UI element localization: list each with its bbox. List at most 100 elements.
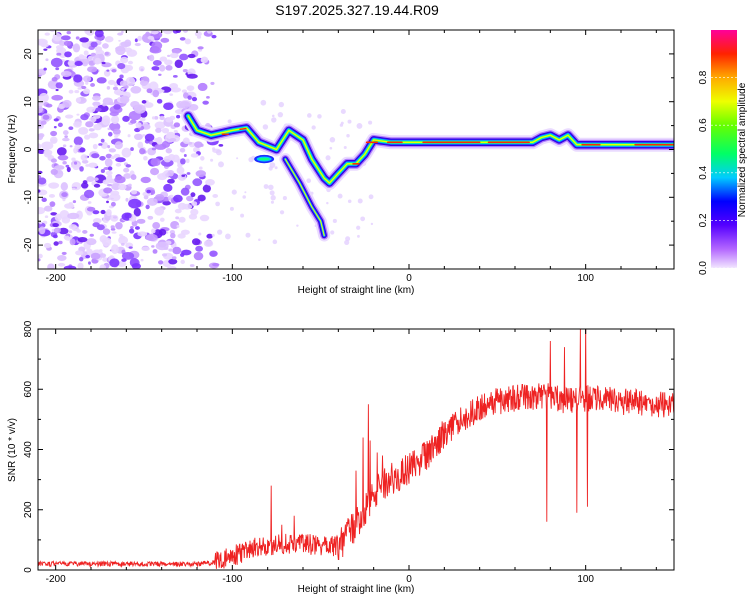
noise-blob	[191, 97, 198, 102]
noise-blob	[218, 144, 224, 147]
noise-blob	[152, 249, 158, 254]
haze-dot	[268, 166, 273, 171]
noise-blob	[77, 236, 88, 243]
x-tick-label: -100	[222, 574, 242, 585]
noise-blob	[194, 31, 202, 37]
noise-blob	[58, 240, 63, 245]
noise-blob	[146, 88, 153, 94]
haze-dot	[271, 117, 277, 123]
noise-blob	[85, 30, 95, 36]
noise-blob	[108, 131, 113, 137]
noise-blob	[71, 157, 76, 162]
secondary-blob	[254, 154, 275, 164]
noise-blob	[198, 232, 202, 236]
noise-blob	[211, 34, 217, 39]
noise-blob	[102, 228, 111, 235]
noise-blob	[190, 153, 199, 158]
noise-blob	[151, 37, 155, 42]
haze-dot	[260, 99, 267, 106]
noise-blob	[102, 43, 109, 49]
noise-blob	[123, 167, 130, 173]
noise-blob	[92, 210, 100, 215]
haze-dot	[218, 161, 224, 168]
noise-blob	[106, 69, 110, 72]
noise-blob	[113, 104, 121, 110]
noise-blob	[159, 115, 165, 121]
haze-dot	[263, 184, 269, 189]
noise-blob	[135, 122, 142, 128]
noise-blob	[171, 49, 181, 55]
noise-blob	[102, 97, 114, 105]
noise-blob	[152, 222, 161, 230]
spectrogram-x-axis: -200 -100 0 100	[46, 30, 657, 284]
noise-blob	[209, 250, 218, 257]
spectrogram-y-axis: -20 -10 0 10 20	[23, 29, 674, 270]
noise-blob	[146, 189, 151, 194]
noise-blob	[210, 81, 215, 85]
haze-dot	[282, 196, 287, 201]
noise-blob	[173, 129, 178, 134]
noise-blob	[118, 183, 127, 191]
noise-blob	[110, 225, 115, 229]
noise-blob	[195, 170, 206, 178]
noise-blob	[55, 82, 63, 89]
noise-blob	[99, 253, 107, 258]
noise-blob	[152, 59, 162, 66]
noise-blob	[136, 218, 146, 224]
haze-dot	[356, 225, 361, 230]
noise-blob	[154, 121, 166, 130]
noise-blob	[128, 228, 135, 234]
noise-blob	[59, 47, 63, 52]
noise-blob	[139, 148, 146, 155]
noise-blob	[161, 140, 171, 148]
noise-blob	[106, 183, 113, 187]
x-tick-label: -200	[46, 574, 66, 585]
noise-blob	[55, 88, 59, 92]
noise-blob	[154, 116, 159, 120]
noise-blob	[103, 187, 113, 194]
noise-blob	[47, 263, 55, 269]
colorbar-tick-label: 0.8	[698, 70, 709, 84]
noise-blob	[163, 183, 173, 192]
noise-blob	[90, 83, 96, 87]
noise-blob	[64, 203, 75, 209]
noise-blob	[78, 126, 89, 135]
noise-blob	[150, 158, 161, 167]
noise-blob	[152, 89, 160, 98]
noise-blob	[108, 148, 116, 153]
noise-blob	[38, 68, 47, 76]
noise-blob	[89, 233, 94, 237]
noise-blob	[202, 100, 209, 105]
noise-blob	[83, 189, 95, 199]
noise-blob	[62, 137, 70, 142]
snr-x-axis: -200 -100 0 100	[46, 329, 657, 585]
haze-dot	[210, 158, 214, 162]
noise-blob	[73, 74, 83, 83]
noise-blob	[150, 30, 159, 35]
noise-blob	[38, 148, 45, 155]
noise-blob	[94, 46, 103, 52]
noise-blob	[41, 141, 54, 150]
noise-blob	[50, 158, 57, 163]
noise-blob	[54, 213, 62, 222]
noise-blob	[53, 125, 57, 129]
noise-blob	[93, 183, 101, 188]
noise-blob	[179, 53, 189, 61]
noise-blob	[57, 122, 63, 128]
noise-blob	[79, 256, 84, 262]
noise-blob	[66, 30, 71, 35]
haze-dot	[339, 123, 344, 127]
noise-blob	[111, 231, 117, 234]
colorbar-tick-label: 0.2	[698, 213, 709, 227]
noise-blob	[128, 246, 133, 249]
noise-blob	[61, 251, 67, 255]
noise-blob	[127, 134, 131, 138]
haze-dot	[244, 191, 247, 194]
noise-blob	[93, 123, 103, 131]
noise-blob	[206, 30, 212, 34]
noise-blob	[184, 38, 192, 45]
haze-dot	[311, 125, 316, 130]
haze-dot	[360, 216, 366, 222]
noise-blob	[181, 174, 186, 177]
noise-blob	[133, 133, 143, 141]
